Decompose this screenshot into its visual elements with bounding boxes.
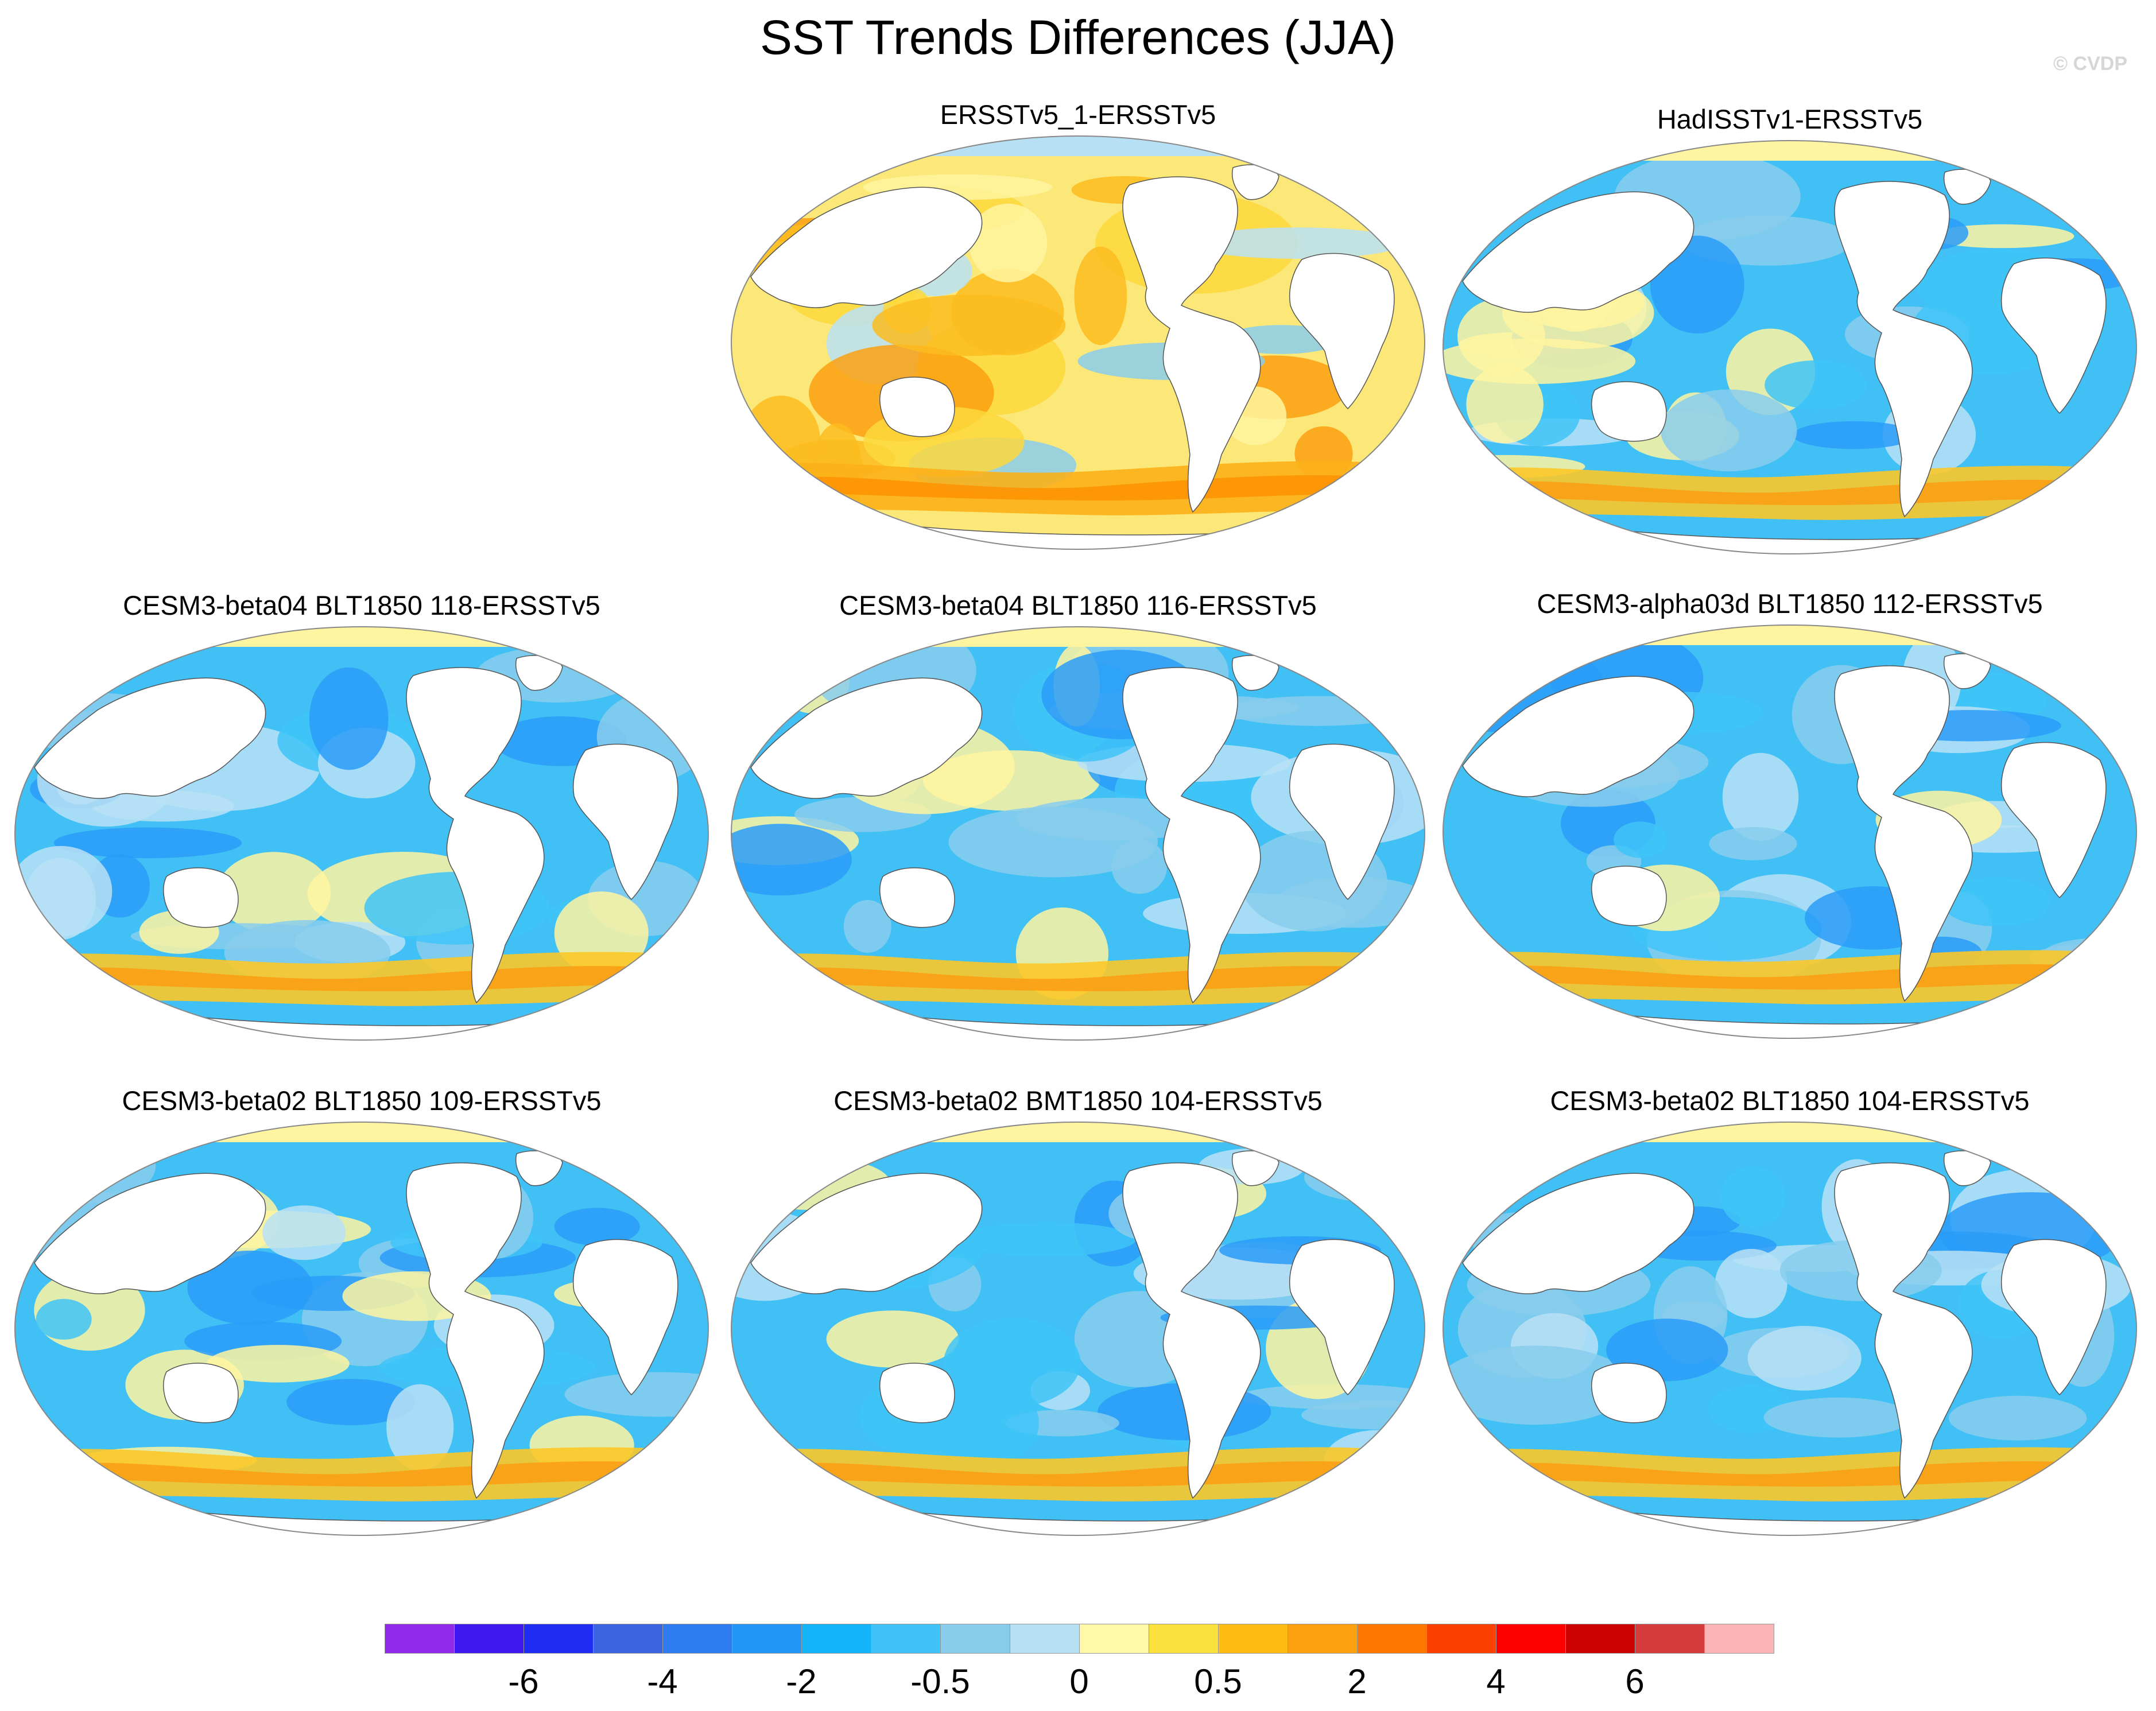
map-outline xyxy=(14,1122,709,1536)
colorbar-tick-label: -4 xyxy=(647,1662,678,1701)
land-eurasia xyxy=(750,187,983,308)
colorbar-box xyxy=(940,1624,1010,1654)
colorbar-box xyxy=(454,1624,524,1654)
colorbar xyxy=(385,1624,1774,1656)
land-africa xyxy=(1289,743,1395,901)
colorbar-box xyxy=(1288,1624,1358,1654)
map-plot xyxy=(14,1122,709,1536)
land-americas xyxy=(1122,1162,1261,1499)
land-australia xyxy=(1591,381,1667,442)
map-outline xyxy=(1442,140,2137,554)
land-eurasia xyxy=(1462,676,1694,797)
land-australia xyxy=(879,1363,955,1423)
colorbar-box xyxy=(662,1624,732,1654)
colorbar-tick-label: 0.5 xyxy=(1194,1662,1242,1701)
land-africa xyxy=(572,1239,678,1396)
land-americas xyxy=(1834,1162,1973,1499)
colorbar-box xyxy=(1357,1624,1427,1654)
land-africa xyxy=(2000,1239,2107,1396)
panel-title: CESM3-beta04 BLT1850 116-ERSSTv5 xyxy=(839,590,1317,620)
watermark: © CVDP xyxy=(2053,53,2127,75)
land-americas xyxy=(1834,665,1973,1002)
panel-title: CESM3-beta02 BLT1850 109-ERSSTv5 xyxy=(122,1085,602,1116)
land-eurasia xyxy=(1462,191,1694,313)
colorbar-box xyxy=(871,1624,941,1654)
panel-title: ERSSTv5_1-ERSSTv5 xyxy=(940,99,1216,130)
land-eurasia xyxy=(750,677,983,799)
map-plot xyxy=(1442,140,2137,554)
land-australia xyxy=(163,1363,239,1423)
colorbar-box xyxy=(1010,1624,1080,1654)
land-africa xyxy=(1289,1239,1395,1396)
colorbar-tick-label: 4 xyxy=(1486,1662,1506,1701)
land-australia xyxy=(879,867,955,928)
colorbar-box xyxy=(1149,1624,1219,1654)
panel-title: CESM3-beta02 BMT1850 104-ERSSTv5 xyxy=(833,1085,1323,1116)
colorbar-box xyxy=(385,1624,455,1654)
map-panel: CESM3-beta02 BLT1850 104-ERSSTv5 xyxy=(1440,1084,2140,1543)
map-panel: ERSSTv5_1-ERSSTv5 xyxy=(728,98,1428,557)
land-africa xyxy=(1289,253,1395,410)
map-plot xyxy=(1442,624,2137,1039)
figure-title: SST Trends Differences (JJA) xyxy=(760,10,1396,64)
panel-title: CESM3-beta02 BLT1850 104-ERSSTv5 xyxy=(1550,1085,2030,1116)
colorbar-box xyxy=(1079,1624,1149,1654)
panel-title: CESM3-alpha03d BLT1850 112-ERSSTv5 xyxy=(1537,588,2043,619)
colorbar-tick-label: 2 xyxy=(1347,1662,1367,1701)
land-australia xyxy=(1591,866,1667,926)
map-panel: CESM3-beta02 BLT1850 109-ERSSTv5 xyxy=(11,1084,712,1543)
map-outline xyxy=(1442,1122,2137,1536)
map-outline xyxy=(14,626,709,1041)
land-australia xyxy=(879,377,955,437)
colorbar-box xyxy=(732,1624,802,1654)
map-panel: HadISSTv1-ERSSTv5 xyxy=(1440,102,2140,561)
map-plot xyxy=(731,626,1425,1041)
colorbar-tick-label: 6 xyxy=(1625,1662,1645,1701)
map-plot xyxy=(731,135,1425,550)
map-outline xyxy=(731,626,1425,1041)
land-americas xyxy=(406,667,545,1004)
colorbar-box xyxy=(593,1624,663,1654)
land-americas xyxy=(1834,181,1973,518)
map-plot xyxy=(14,626,709,1041)
map-panel: CESM3-alpha03d BLT1850 112-ERSSTv5 xyxy=(1440,587,2140,1046)
land-australia xyxy=(163,867,239,928)
colorbar-tick-label: 0 xyxy=(1069,1662,1089,1701)
land-americas xyxy=(1122,176,1261,513)
panel-title: HadISSTv1-ERSSTv5 xyxy=(1657,104,1923,134)
colorbar-box xyxy=(801,1624,871,1654)
map-plot xyxy=(1442,1122,2137,1536)
land-americas xyxy=(1122,667,1261,1004)
map-outline xyxy=(731,135,1425,550)
colorbar-box xyxy=(1496,1624,1566,1654)
colorbar-tick-label: -6 xyxy=(508,1662,539,1701)
land-africa xyxy=(572,743,678,901)
land-eurasia xyxy=(1462,1173,1694,1294)
land-africa xyxy=(2000,257,2107,414)
map-panel: CESM3-beta02 BMT1850 104-ERSSTv5 xyxy=(728,1084,1428,1543)
colorbar-box xyxy=(524,1624,594,1654)
colorbar-box xyxy=(1635,1624,1705,1654)
land-americas xyxy=(406,1162,545,1499)
colorbar-tick-label: -0.5 xyxy=(910,1662,970,1701)
map-outline xyxy=(731,1122,1425,1536)
map-panel: CESM3-beta04 BLT1850 116-ERSSTv5 xyxy=(728,588,1428,1047)
map-panel: CESM3-beta04 BLT1850 118-ERSSTv5 xyxy=(11,588,712,1047)
panel-title: CESM3-beta04 BLT1850 118-ERSSTv5 xyxy=(123,590,600,620)
colorbar-tick-label: -2 xyxy=(786,1662,817,1701)
colorbar-box xyxy=(1565,1624,1635,1654)
land-australia xyxy=(1591,1363,1667,1423)
land-africa xyxy=(2000,742,2107,899)
land-eurasia xyxy=(34,1173,266,1294)
colorbar-box xyxy=(1218,1624,1288,1654)
map-outline xyxy=(1442,624,2137,1039)
colorbar-box xyxy=(1704,1624,1774,1654)
map-plot xyxy=(731,1122,1425,1536)
colorbar-box xyxy=(1426,1624,1496,1654)
land-eurasia xyxy=(34,677,266,799)
land-eurasia xyxy=(750,1173,983,1294)
